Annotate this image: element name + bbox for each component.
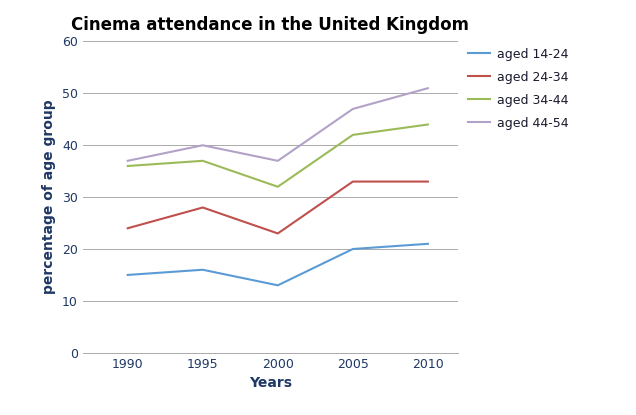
aged 34-44 [424, 122, 432, 127]
aged 24-34 [274, 231, 282, 236]
aged 34-44 [349, 132, 357, 137]
Line: aged 24-34: aged 24-34 [128, 181, 428, 233]
Legend: aged 14-24, aged 24-34, aged 34-44, aged 44-54: aged 14-24, aged 24-34, aged 34-44, aged… [468, 48, 569, 130]
Y-axis label: percentage of age group: percentage of age group [42, 100, 56, 294]
aged 14-24 [274, 283, 282, 288]
aged 24-34 [124, 226, 132, 231]
X-axis label: Years: Years [249, 376, 292, 390]
aged 44-54 [349, 106, 357, 111]
aged 14-24 [124, 272, 132, 277]
Title: Cinema attendance in the United Kingdom: Cinema attendance in the United Kingdom [71, 16, 469, 34]
aged 44-54 [424, 85, 432, 90]
Line: aged 14-24: aged 14-24 [128, 244, 428, 286]
aged 34-44 [199, 158, 207, 163]
aged 14-24 [199, 267, 207, 272]
Line: aged 34-44: aged 34-44 [128, 124, 428, 187]
aged 24-34 [349, 179, 357, 184]
aged 14-24 [424, 241, 432, 246]
aged 44-54 [274, 158, 282, 163]
aged 44-54 [124, 158, 132, 163]
aged 24-34 [424, 179, 432, 184]
Line: aged 44-54: aged 44-54 [128, 88, 428, 161]
aged 44-54 [199, 143, 207, 148]
aged 34-44 [274, 184, 282, 189]
aged 14-24 [349, 247, 357, 251]
aged 24-34 [199, 205, 207, 210]
aged 34-44 [124, 164, 132, 168]
